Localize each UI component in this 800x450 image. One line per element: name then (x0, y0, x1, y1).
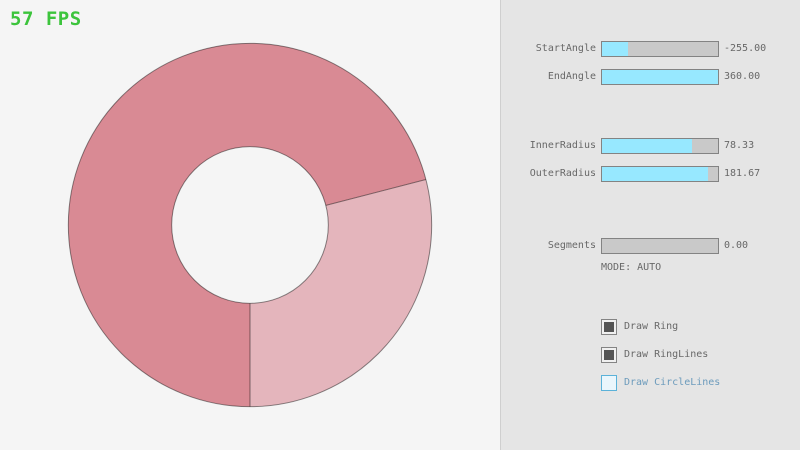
slider-value-end-angle: 360.00 (724, 71, 761, 82)
fps-counter: 57 FPS (10, 8, 82, 30)
slider-row-segments: Segments 0.00 (501, 238, 800, 254)
slider-value-outer-radius: 181.67 (724, 168, 761, 179)
slider-fill (602, 70, 718, 84)
slider-value-start-angle: -255.00 (724, 43, 767, 54)
slider-fill (602, 167, 708, 181)
checkbox-draw-circlelines[interactable] (601, 375, 617, 391)
slider-end-angle[interactable] (601, 69, 719, 85)
ring-chart (67, 42, 433, 408)
slider-outer-radius[interactable] (601, 166, 719, 182)
slider-row-inner-radius: InnerRadius 78.33 (501, 138, 800, 154)
slider-segments[interactable] (601, 238, 719, 254)
ring-inner-outline (171, 146, 329, 304)
slider-value-inner-radius: 78.33 (724, 140, 755, 151)
slider-label-inner-radius: InnerRadius (529, 140, 596, 151)
slider-label-segments: Segments (547, 240, 596, 251)
slider-label-end-angle: EndAngle (547, 71, 596, 82)
slider-value-segments: 0.00 (724, 240, 749, 251)
checkbox-label-draw-ringlines[interactable]: Draw RingLines (624, 349, 709, 360)
mode-indicator: MODE: AUTO (601, 262, 662, 273)
ring-radial-line-start (325, 179, 427, 206)
ring-sector-single (250, 179, 432, 407)
ring-outer-outline (67, 42, 433, 408)
checkbox-row-draw-ring: Draw Ring (601, 319, 678, 335)
slider-fill (602, 139, 693, 153)
controls-panel: StartAngle -255.00 EndAngle 360.00 Inner… (500, 0, 800, 450)
ring-sector-double (68, 43, 426, 407)
slider-label-outer-radius: OuterRadius (529, 168, 596, 179)
slider-row-start-angle: StartAngle -255.00 (501, 41, 800, 57)
checkbox-row-draw-ringlines: Draw RingLines (601, 347, 708, 363)
checkbox-draw-ring[interactable] (601, 319, 617, 335)
slider-fill (602, 42, 628, 56)
checkbox-row-draw-circlelines: Draw CircleLines (601, 375, 720, 391)
slider-inner-radius[interactable] (601, 138, 719, 154)
checkbox-draw-ringlines[interactable] (601, 347, 617, 363)
slider-row-outer-radius: OuterRadius 181.67 (501, 166, 800, 182)
slider-row-end-angle: EndAngle 360.00 (501, 69, 800, 85)
checkbox-label-draw-ring[interactable]: Draw Ring (624, 321, 679, 332)
checkbox-label-draw-circlelines[interactable]: Draw CircleLines (624, 377, 721, 388)
slider-start-angle[interactable] (601, 41, 719, 57)
slider-label-start-angle: StartAngle (535, 43, 596, 54)
